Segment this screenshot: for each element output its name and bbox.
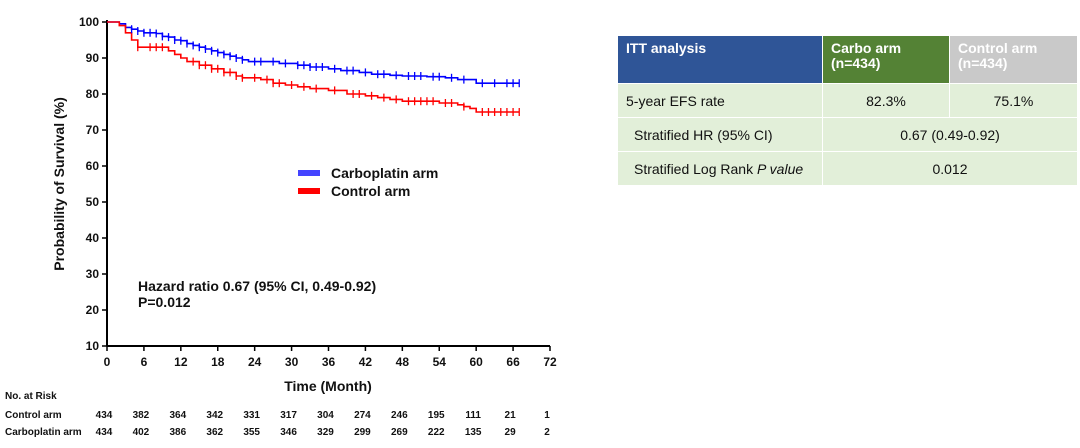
itt-hr-value: 0.67 (0.49-0.92) — [822, 117, 1078, 152]
itt-header-carbo: Carbo arm (n=434) — [822, 35, 950, 84]
itt-hr-label: Stratified HR (95% CI) — [617, 117, 823, 152]
y-tick-label-40: 40 — [86, 231, 100, 245]
itt-header-control-line2: (n=434) — [958, 55, 1008, 71]
itt-efs-control: 75.1% — [949, 83, 1078, 118]
risk-value-0-7: 274 — [354, 410, 371, 421]
x-tick-label-48: 48 — [396, 355, 410, 369]
itt-efs-carbo: 82.3% — [822, 83, 950, 118]
risk-table-title: No. at Risk — [5, 391, 57, 402]
x-tick-label-6: 6 — [141, 355, 148, 369]
risk-values: 434 382 364 342 331 317 304 274 246 195 111 21 1 434 4… — [96, 410, 551, 438]
y-tick-label-20: 20 — [86, 303, 100, 317]
itt-row-efs: 5-year EFS rate 82.3% 75.1% — [617, 83, 1078, 118]
risk-value-0-1: 382 — [133, 410, 150, 421]
legend-swatch-control — [298, 188, 320, 194]
itt-logrank-value: 0.012 — [822, 151, 1078, 186]
y-axis-title: Probability of Survival (%) — [51, 97, 67, 270]
risk-value-1-9: 222 — [428, 427, 445, 438]
risk-value-0-6: 304 — [317, 410, 334, 421]
risk-value-1-11: 29 — [505, 427, 517, 438]
x-tick-label-42: 42 — [359, 355, 373, 369]
risk-value-0-8: 246 — [391, 410, 408, 421]
y-tick-label-50: 50 — [86, 195, 100, 209]
hazard-ratio-annotation: Hazard ratio 0.67 (95% CI, 0.49-0.92) — [138, 278, 376, 294]
risk-value-0-0: 434 — [96, 410, 113, 421]
x-tick-label-12: 12 — [174, 355, 188, 369]
risk-value-1-1: 402 — [133, 427, 150, 438]
chart-ticks: 10 20 30 40 50 60 70 80 90 100 0 6 12 18 24 30 36 42 48 54 6… — [79, 15, 557, 369]
risk-value-1-6: 329 — [317, 427, 334, 438]
x-tick-label-24: 24 — [248, 355, 262, 369]
risk-row-label-control: Control arm — [5, 410, 62, 421]
curve-carboplatin — [107, 21, 520, 84]
risk-value-1-4: 355 — [243, 427, 260, 438]
itt-header-row: ITT analysis Carbo arm (n=434) Control ar… — [617, 35, 1078, 84]
x-tick-label-54: 54 — [433, 355, 447, 369]
itt-row-hr: Stratified HR (95% CI) 0.67 (0.49-0.92) — [617, 117, 1078, 152]
risk-table: No. at Risk Control arm Carboplatin arm … — [5, 391, 550, 438]
itt-logrank-label-italic: P value — [756, 160, 804, 177]
risk-value-1-10: 135 — [465, 427, 482, 438]
y-tick-label-100: 100 — [79, 15, 99, 29]
x-tick-label-66: 66 — [506, 355, 520, 369]
y-tick-label-60: 60 — [86, 159, 100, 173]
itt-header-carbo-line2: (n=434) — [831, 55, 881, 71]
x-tick-label-18: 18 — [211, 355, 225, 369]
x-tick-label-30: 30 — [285, 355, 299, 369]
x-tick-label-72: 72 — [543, 355, 557, 369]
legend-label-carboplatin: Carboplatin arm — [331, 165, 438, 181]
risk-row-label-carboplatin: Carboplatin arm — [5, 427, 82, 438]
risk-value-0-2: 364 — [169, 410, 186, 421]
itt-logrank-label: Stratified Log Rank P value — [617, 151, 823, 186]
risk-value-1-3: 362 — [206, 427, 223, 438]
risk-value-0-3: 342 — [206, 410, 223, 421]
itt-row-logrank: Stratified Log Rank P value 0.012 — [617, 151, 1078, 186]
risk-value-1-12: 2 — [544, 427, 550, 438]
risk-value-0-5: 317 — [280, 410, 297, 421]
risk-value-1-2: 386 — [169, 427, 186, 438]
itt-header-control: Control arm (n=434) — [949, 35, 1078, 84]
risk-value-0-12: 1 — [544, 410, 550, 421]
itt-efs-label: 5-year EFS rate — [617, 83, 823, 118]
risk-value-0-4: 331 — [243, 410, 260, 421]
itt-header-carbo-line1: Carbo arm — [831, 40, 902, 56]
y-tick-label-10: 10 — [86, 339, 100, 353]
legend-swatch-carboplatin — [298, 170, 320, 176]
risk-value-1-5: 346 — [280, 427, 297, 438]
chart-censor-marks — [130, 25, 520, 116]
legend-label-control: Control arm — [331, 183, 410, 199]
x-axis-title: Time (Month) — [284, 378, 372, 394]
y-tick-label-70: 70 — [86, 123, 100, 137]
x-tick-label-60: 60 — [469, 355, 483, 369]
risk-value-1-7: 299 — [354, 427, 371, 438]
risk-value-0-11: 21 — [505, 410, 517, 421]
itt-analysis-table: ITT analysis Carbo arm (n=434) Control ar… — [617, 35, 1078, 186]
legend: Carboplatin arm Control arm — [298, 165, 438, 199]
risk-value-1-8: 269 — [391, 427, 408, 438]
risk-value-0-10: 111 — [465, 410, 481, 421]
x-tick-label-0: 0 — [104, 355, 111, 369]
x-tick-label-36: 36 — [322, 355, 336, 369]
itt-header-analysis: ITT analysis — [617, 35, 823, 84]
itt-header-control-line1: Control arm — [958, 40, 1038, 56]
y-tick-label-90: 90 — [86, 51, 100, 65]
y-tick-label-80: 80 — [86, 87, 100, 101]
risk-value-0-9: 195 — [428, 410, 445, 421]
itt-logrank-label-prefix: Stratified Log Rank — [634, 160, 757, 177]
y-tick-label-30: 30 — [86, 267, 100, 281]
risk-value-1-0: 434 — [96, 427, 113, 438]
p-value-annotation: P=0.012 — [138, 294, 191, 310]
